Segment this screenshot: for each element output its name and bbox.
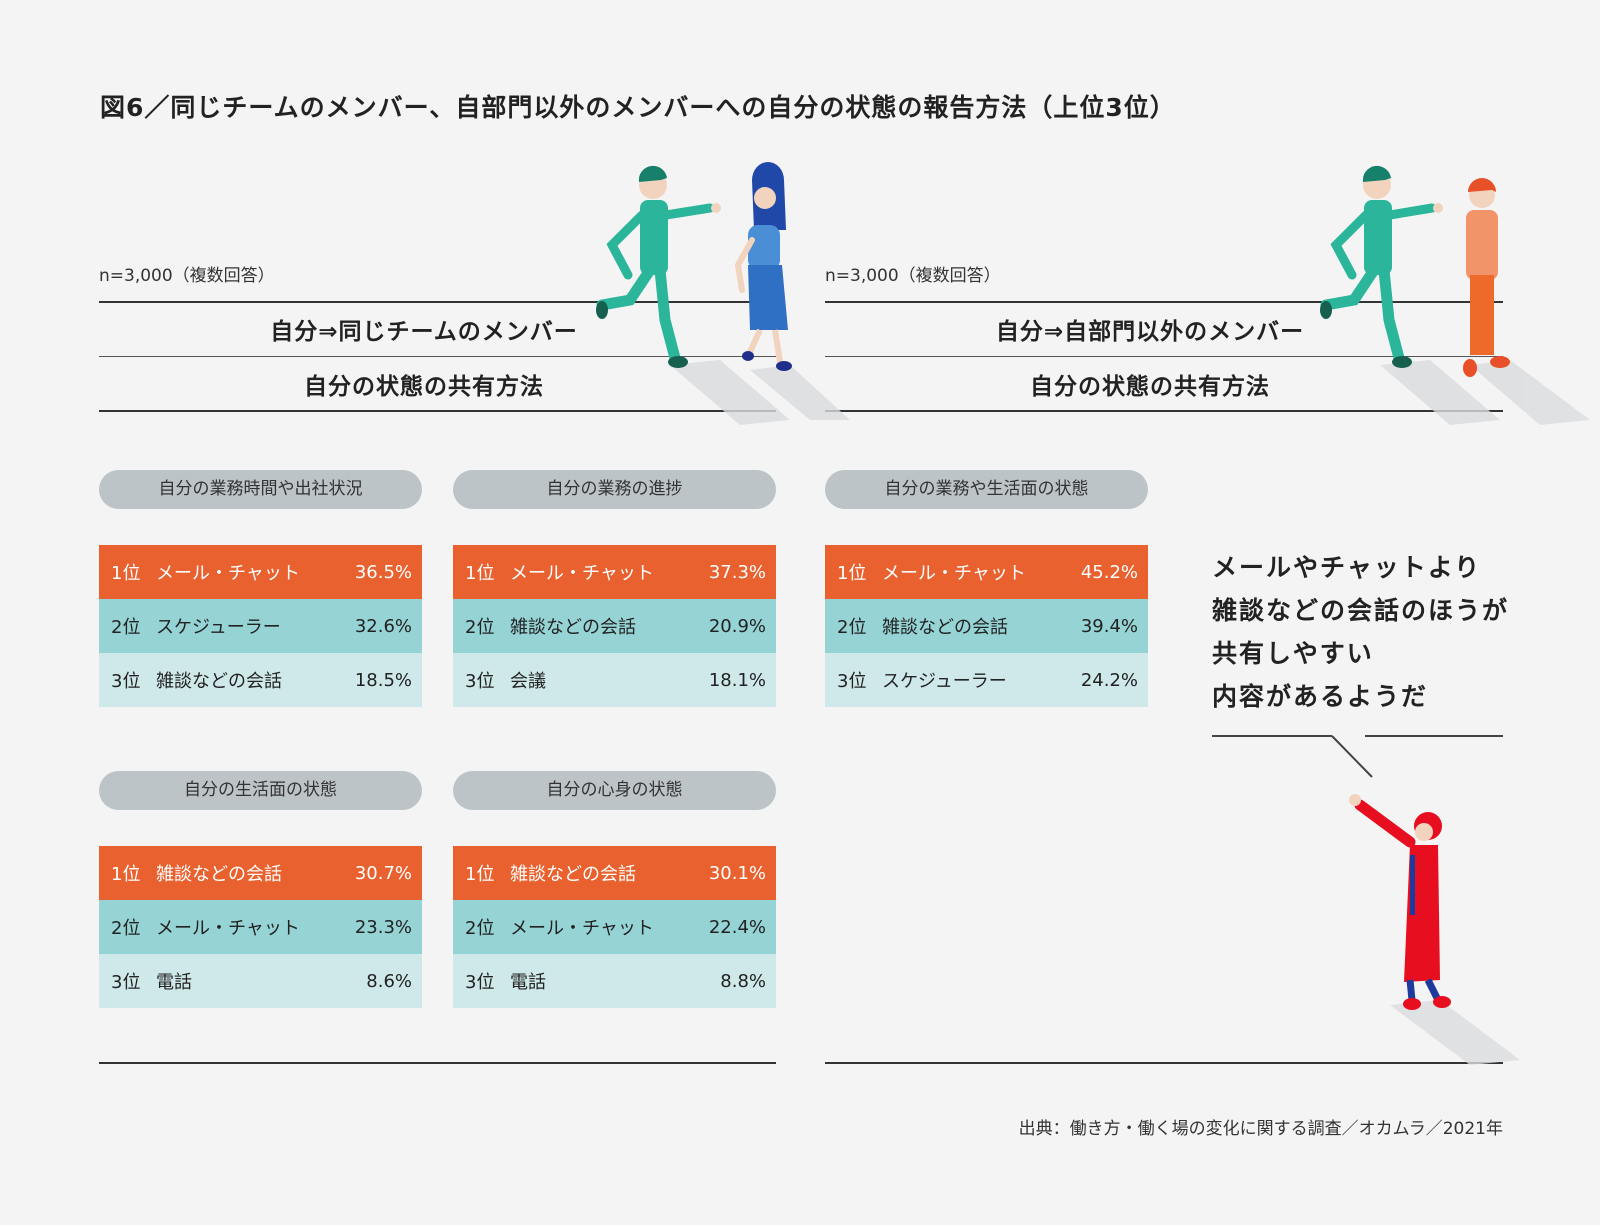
- divider: [99, 301, 776, 303]
- ranking-row: 1位 メール・チャット 36.5%: [99, 545, 422, 599]
- rank-rank: 1位: [837, 563, 867, 584]
- callout-line: 内容があるようだ: [1212, 682, 1429, 711]
- speech-pointer: [1212, 735, 1503, 778]
- category-label: 自分の業務や生活面の状態: [825, 470, 1148, 509]
- ranking-table: 1位 メール・チャット 45.2% 2位 雑談などの会話 39.4% 3位 スケジューラー 24…: [825, 545, 1148, 707]
- rank-value: 23.3%: [354, 916, 412, 938]
- rank-rank: 3位: [465, 972, 495, 993]
- ranking-row: 2位 雑談などの会話 39.4%: [825, 599, 1148, 653]
- ranking-row: 1位 雑談などの会話 30.7%: [99, 846, 422, 900]
- rank-item: スケジューラー: [156, 617, 281, 638]
- ranking-table: 1位 雑談などの会話 30.7% 2位 メール・チャット 23.3% 3位 電話 8.6%: [99, 846, 422, 1008]
- rank-value: 18.5%: [354, 669, 412, 691]
- rank-value: 18.1%: [708, 669, 766, 691]
- rank-rank: 2位: [111, 918, 141, 939]
- ranking-row: 2位 スケジューラー 32.6%: [99, 599, 422, 653]
- man-running-illustration: [1320, 165, 1443, 368]
- rank-item: 会議: [510, 671, 546, 692]
- left-header-target: 自分⇒同じチームのメンバー: [270, 319, 578, 345]
- right-sample-size: n=3,000（複数回答）: [825, 266, 1001, 286]
- rank-item: 雑談などの会話: [510, 864, 636, 885]
- divider: [99, 356, 776, 357]
- rank-value: 8.6%: [366, 970, 412, 992]
- rank-item: 雑談などの会話: [882, 617, 1008, 638]
- category-label: 自分の生活面の状態: [99, 771, 422, 810]
- ranking-row: 1位 雑談などの会話 30.1%: [453, 846, 776, 900]
- ranking-row: 3位 会議 18.1%: [453, 653, 776, 707]
- rank-value: 36.5%: [354, 561, 412, 583]
- ranking-row: 2位 雑談などの会話 20.9%: [453, 599, 776, 653]
- rank-rank: 3位: [111, 972, 141, 993]
- rank-item: スケジューラー: [882, 671, 1007, 692]
- rank-item: メール・チャット: [510, 563, 654, 584]
- callout-text: メールやチャットより 雑談などの会話のほうが 共有しやすい 内容があるようだ: [1212, 546, 1509, 718]
- rank-value: 39.4%: [1080, 615, 1138, 637]
- rank-item: メール・チャット: [510, 918, 654, 939]
- rank-value: 8.8%: [720, 970, 766, 992]
- rank-item: メール・チャット: [882, 563, 1026, 584]
- bottom-divider: [99, 1062, 776, 1064]
- ranking-table: 1位 雑談などの会話 30.1% 2位 メール・チャット 22.4% 3位 電話 8.8%: [453, 846, 776, 1008]
- left-sample-size: n=3,000（複数回答）: [99, 266, 275, 286]
- rank-rank: 1位: [465, 563, 495, 584]
- category-label: 自分の心身の状態: [453, 771, 776, 810]
- divider: [825, 410, 1503, 412]
- man-standing-illustration: [1463, 178, 1510, 377]
- rank-rank: 1位: [111, 864, 141, 885]
- rank-item: メール・チャット: [156, 563, 300, 584]
- rank-value: 30.7%: [354, 862, 412, 884]
- rank-value: 37.3%: [708, 561, 766, 583]
- ranking-row: 2位 メール・チャット 22.4%: [453, 900, 776, 954]
- ranking-row: 3位 電話 8.6%: [99, 954, 422, 1008]
- rank-rank: 1位: [111, 563, 141, 584]
- ranking-row: 1位 メール・チャット 37.3%: [453, 545, 776, 599]
- ranking-table: 1位 メール・チャット 36.5% 2位 スケジューラー 32.6% 3位 雑談などの会話 18…: [99, 545, 422, 707]
- rank-rank: 2位: [837, 617, 867, 638]
- left-header-method: 自分の状態の共有方法: [304, 374, 544, 400]
- divider: [825, 356, 1503, 357]
- rank-item: 雑談などの会話: [156, 864, 282, 885]
- ranking-table: 1位 メール・チャット 37.3% 2位 雑談などの会話 20.9% 3位 会議 18.1%: [453, 545, 776, 707]
- divider: [99, 410, 776, 412]
- category-label: 自分の業務時間や出社状況: [99, 470, 422, 509]
- ranking-row: 3位 雑談などの会話 18.5%: [99, 653, 422, 707]
- rank-rank: 3位: [837, 671, 867, 692]
- rank-rank: 1位: [465, 864, 495, 885]
- woman-illustration: [734, 162, 792, 371]
- rank-item: メール・チャット: [156, 918, 300, 939]
- rank-rank: 2位: [465, 918, 495, 939]
- right-header-method: 自分の状態の共有方法: [1030, 374, 1270, 400]
- figure-title: 図6／同じチームのメンバー、自部門以外のメンバーへの自分の状態の報告方法（上位3…: [100, 93, 1176, 122]
- person-pointing-illustration: [1349, 794, 1451, 1010]
- ranking-row: 3位 電話 8.8%: [453, 954, 776, 1008]
- rank-item: 電話: [510, 972, 546, 993]
- ranking-row: 2位 メール・チャット 23.3%: [99, 900, 422, 954]
- rank-value: 24.2%: [1080, 669, 1138, 691]
- rank-value: 45.2%: [1080, 561, 1138, 583]
- rank-rank: 2位: [111, 617, 141, 638]
- ranking-row: 1位 メール・チャット 45.2%: [825, 545, 1148, 599]
- rank-value: 22.4%: [708, 916, 766, 938]
- rank-item: 雑談などの会話: [510, 617, 636, 638]
- rank-rank: 2位: [465, 617, 495, 638]
- rank-rank: 3位: [111, 671, 141, 692]
- rank-item: 雑談などの会話: [156, 671, 282, 692]
- callout-line: 雑談などの会話のほうが: [1212, 596, 1510, 625]
- rank-item: 電話: [156, 972, 192, 993]
- ranking-row: 3位 スケジューラー 24.2%: [825, 653, 1148, 707]
- divider: [825, 301, 1503, 303]
- rank-value: 32.6%: [354, 615, 412, 637]
- bottom-divider: [825, 1062, 1503, 1064]
- right-header-target: 自分⇒自部門以外のメンバー: [995, 319, 1305, 345]
- man-running-illustration: [596, 165, 721, 368]
- callout-line: 共有しやすい: [1212, 639, 1374, 668]
- rank-value: 20.9%: [708, 615, 766, 637]
- callout-line: メールやチャットより: [1212, 553, 1482, 582]
- source-citation: 出典：働き方・働く場の変化に関する調査／オカムラ／2021年: [1018, 1119, 1503, 1139]
- rank-rank: 3位: [465, 671, 495, 692]
- category-label: 自分の業務の進捗: [453, 470, 776, 509]
- rank-value: 30.1%: [708, 862, 766, 884]
